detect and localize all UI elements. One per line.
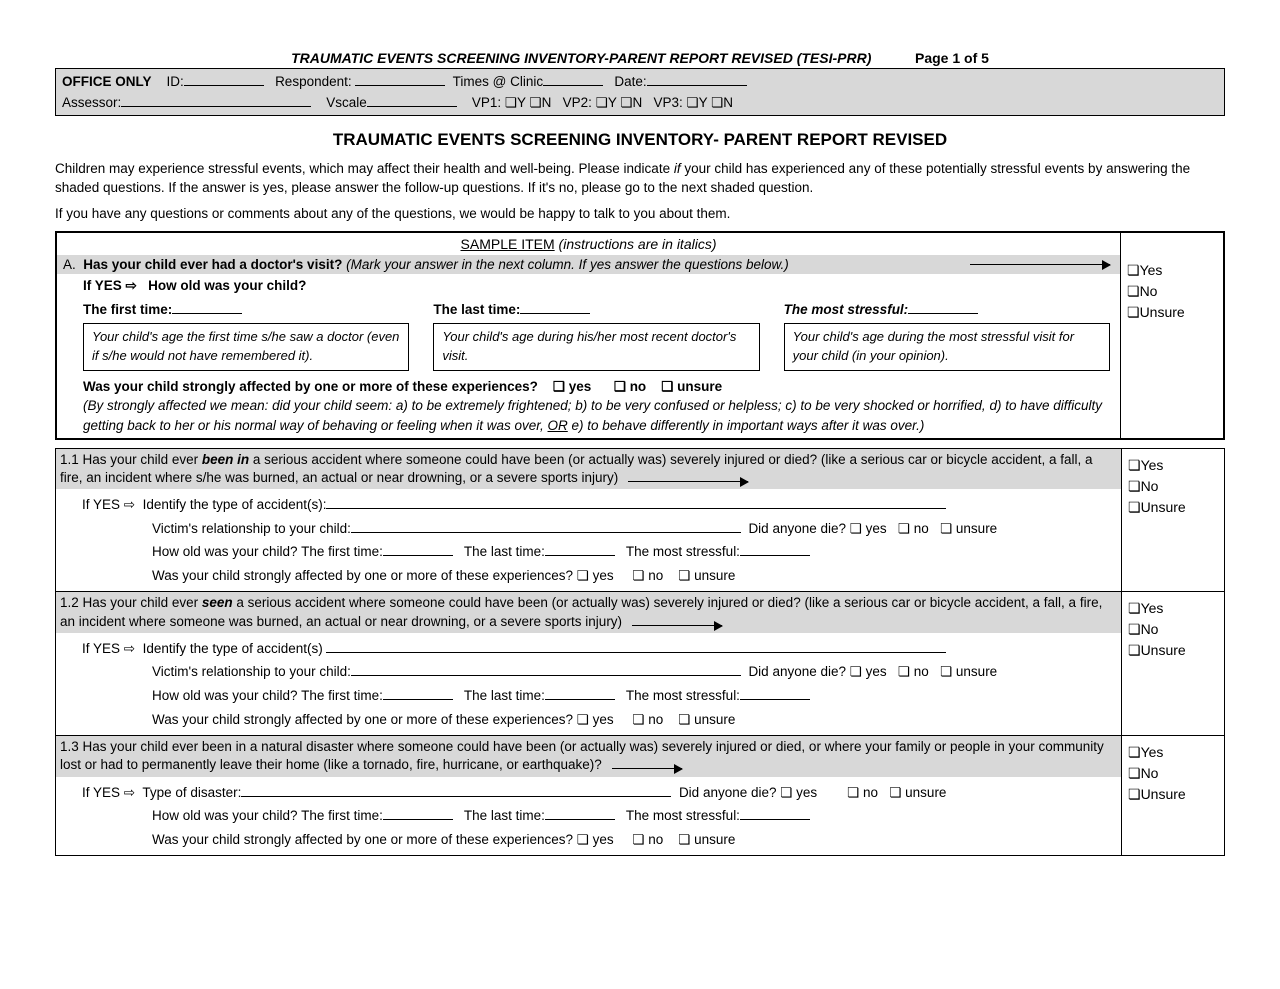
q13-ans-no-checkbox[interactable]: ❏ — [1128, 765, 1141, 781]
q11-most-field[interactable] — [740, 542, 810, 556]
q12-accident-type-field[interactable] — [326, 639, 946, 653]
q13-affect-yes-checkbox[interactable]: ❏ yes — [577, 832, 614, 847]
sample-yes-checkbox[interactable]: ❏ — [553, 379, 565, 394]
question-1-2: 1.2 Has your child ever seen a serious a… — [56, 591, 1224, 735]
sample-unsure-checkbox[interactable]: ❏ — [661, 379, 673, 394]
q13-die-no-checkbox[interactable]: ❏ no — [847, 785, 878, 800]
q12-ans-unsure-checkbox[interactable]: ❏ — [1128, 642, 1141, 658]
questions-box: 1.1 Has your child ever been in a seriou… — [55, 448, 1225, 857]
question-1-3: 1.3 Has your child ever been in a natura… — [56, 735, 1224, 855]
sample-no-checkbox[interactable]: ❏ — [614, 379, 626, 394]
assessor-field[interactable] — [121, 93, 311, 107]
q11-ans-yes-checkbox[interactable]: ❏ — [1128, 457, 1141, 473]
q11-affect-no-checkbox[interactable]: ❏ no — [632, 568, 663, 583]
q13-die-unsure-checkbox[interactable]: ❏ unsure — [889, 785, 946, 800]
q13-affect-unsure-checkbox[interactable]: ❏ unsure — [678, 832, 735, 847]
sample-item-box: SAMPLE ITEM (instructions are in italics… — [55, 231, 1225, 440]
respondent-field[interactable] — [355, 72, 445, 86]
hint-first: Your child's age the first time s/he saw… — [83, 323, 409, 371]
main-title: TRAUMATIC EVENTS SCREENING INVENTORY- PA… — [55, 130, 1225, 150]
q12-most-field[interactable] — [740, 686, 810, 700]
vp3-n-checkbox[interactable]: ❏ — [711, 95, 723, 110]
intro-paragraph-2: If you have any questions or comments ab… — [55, 205, 1225, 223]
vp1-n-checkbox[interactable]: ❏ — [530, 95, 542, 110]
vp2-y-checkbox[interactable]: ❏ — [596, 95, 608, 110]
office-only-box: OFFICE ONLY ID: Respondent: Times @ Clin… — [55, 68, 1225, 116]
q12-ans-no-checkbox[interactable]: ❏ — [1128, 621, 1141, 637]
sample-question: Has your child ever had a doctor's visit… — [83, 257, 342, 272]
q13-first-field[interactable] — [383, 806, 453, 820]
q12-ans-yes-checkbox[interactable]: ❏ — [1128, 600, 1141, 616]
arrow-icon — [970, 264, 1110, 265]
q13-disaster-type-field[interactable] — [241, 783, 671, 797]
q12-affect-unsure-checkbox[interactable]: ❏ unsure — [678, 712, 735, 727]
arrow-icon — [612, 768, 682, 769]
q11-affect-yes-checkbox[interactable]: ❏ yes — [577, 568, 614, 583]
q11-die-unsure-checkbox[interactable]: ❏ unsure — [940, 521, 997, 536]
q13-affect-no-checkbox[interactable]: ❏ no — [632, 832, 663, 847]
q11-first-field[interactable] — [383, 542, 453, 556]
q13-die-yes-checkbox[interactable]: ❏ yes — [780, 785, 817, 800]
q11-ans-unsure-checkbox[interactable]: ❏ — [1128, 499, 1141, 515]
arrow-icon — [632, 625, 722, 626]
q13-ans-unsure-checkbox[interactable]: ❏ — [1128, 786, 1141, 802]
hint-most: Your child's age during the most stressf… — [784, 323, 1110, 371]
q12-first-field[interactable] — [383, 686, 453, 700]
q11-affect-unsure-checkbox[interactable]: ❏ unsure — [678, 568, 735, 583]
q13-answer-column: ❏Yes ❏No ❏Unsure — [1121, 736, 1224, 855]
q13-ans-yes-checkbox[interactable]: ❏ — [1128, 744, 1141, 760]
q12-die-unsure-checkbox[interactable]: ❏ unsure — [940, 664, 997, 679]
header-title: TRAUMATIC EVENTS SCREENING INVENTORY-PAR… — [291, 50, 871, 66]
sample-ans-unsure-checkbox[interactable]: ❏ — [1127, 304, 1140, 320]
q11-die-yes-checkbox[interactable]: ❏ yes — [850, 521, 887, 536]
intro-paragraph-1: Children may experience stressful events… — [55, 160, 1225, 196]
sample-ans-no-checkbox[interactable]: ❏ — [1127, 283, 1140, 299]
q12-affect-no-checkbox[interactable]: ❏ no — [632, 712, 663, 727]
sample-answer-column: ❏Yes ❏No ❏Unsure — [1120, 233, 1223, 438]
sample-header: SAMPLE ITEM (instructions are in italics… — [57, 233, 1120, 255]
q12-die-no-checkbox[interactable]: ❏ no — [898, 664, 929, 679]
q12-victim-field[interactable] — [351, 663, 741, 677]
last-time-field[interactable] — [520, 300, 590, 314]
question-1-1: 1.1 Has your child ever been in a seriou… — [56, 449, 1224, 592]
times-field[interactable] — [543, 72, 603, 86]
date-field[interactable] — [647, 72, 747, 86]
q12-last-field[interactable] — [545, 686, 615, 700]
id-field[interactable] — [184, 72, 264, 86]
q13-number: 1.3 — [60, 739, 79, 754]
q12-answer-column: ❏Yes ❏No ❏Unsure — [1121, 592, 1224, 735]
vp3-y-checkbox[interactable]: ❏ — [687, 95, 699, 110]
q12-affect-yes-checkbox[interactable]: ❏ yes — [577, 712, 614, 727]
q12-number: 1.2 — [60, 595, 79, 610]
first-time-field[interactable] — [172, 300, 242, 314]
q11-victim-field[interactable] — [351, 519, 741, 533]
q11-answer-column: ❏Yes ❏No ❏Unsure — [1121, 449, 1224, 592]
hint-last: Your child's age during his/her most rec… — [433, 323, 759, 371]
q12-die-yes-checkbox[interactable]: ❏ yes — [850, 664, 887, 679]
q11-die-no-checkbox[interactable]: ❏ no — [898, 521, 929, 536]
arrow-icon — [628, 481, 748, 482]
q11-last-field[interactable] — [545, 542, 615, 556]
q11-number: 1.1 — [60, 452, 79, 467]
q11-ans-no-checkbox[interactable]: ❏ — [1128, 478, 1141, 494]
q13-last-field[interactable] — [545, 806, 615, 820]
vscale-field[interactable] — [367, 93, 457, 107]
sample-ans-yes-checkbox[interactable]: ❏ — [1127, 262, 1140, 278]
vp2-n-checkbox[interactable]: ❏ — [620, 95, 632, 110]
page-number: Page 1 of 5 — [915, 50, 989, 66]
most-stressful-field[interactable] — [908, 300, 978, 314]
q11-accident-type-field[interactable] — [326, 495, 946, 509]
q13-most-field[interactable] — [740, 806, 810, 820]
header: TRAUMATIC EVENTS SCREENING INVENTORY-PAR… — [55, 50, 1225, 66]
vp1-y-checkbox[interactable]: ❏ — [505, 95, 517, 110]
